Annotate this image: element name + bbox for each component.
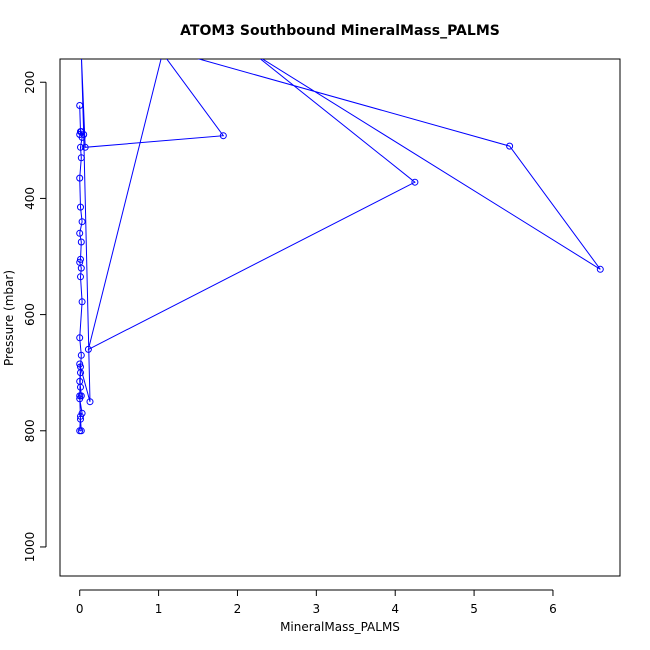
data-point — [77, 383, 84, 391]
data-point — [76, 174, 84, 182]
x-tick-label: 3 — [313, 602, 321, 616]
y-tick-label: 400 — [23, 187, 37, 210]
data-point — [77, 238, 85, 246]
x-tick-label: 4 — [391, 602, 399, 616]
y-axis: 200 400 600 800 1000 — [23, 71, 47, 563]
data-point — [77, 412, 84, 420]
x-axis: 0 1 2 3 4 5 6 — [76, 589, 557, 616]
series-line — [79, 59, 601, 432]
x-tick-label: 5 — [470, 602, 478, 616]
data-point — [78, 298, 86, 306]
data-point — [76, 395, 84, 403]
data-point — [86, 398, 94, 406]
y-tick-label: 200 — [23, 71, 37, 94]
y-tick-label: 1000 — [23, 532, 37, 563]
data-point — [596, 265, 604, 273]
x-tick-label: 0 — [76, 602, 84, 616]
data-point — [411, 178, 419, 186]
data-point — [76, 102, 84, 109]
plot-frame — [59, 58, 621, 577]
x-tick-label: 6 — [549, 602, 557, 616]
data-point — [77, 264, 85, 272]
x-tick-label: 2 — [234, 602, 242, 616]
y-axis-label: Pressure (mbar) — [2, 270, 16, 366]
x-axis-label: MineralMass_PALMS — [280, 620, 400, 634]
data-point — [77, 415, 84, 423]
y-tick-label: 800 — [23, 419, 37, 442]
data-point — [78, 218, 86, 226]
data-point — [77, 273, 84, 281]
y-tick-label: 600 — [23, 303, 37, 326]
data-point — [77, 369, 84, 377]
chart-title: ATOM3 Southbound MineralMass_PALMS — [180, 23, 500, 39]
data-point — [76, 360, 84, 368]
data-point — [506, 142, 514, 150]
data-point — [219, 132, 227, 140]
plot-area — [76, 59, 604, 435]
data-point — [76, 334, 84, 342]
data-point — [80, 131, 88, 138]
x-tick-label: 1 — [155, 602, 163, 616]
data-point — [84, 345, 92, 353]
data-point — [77, 143, 84, 151]
data-point — [77, 203, 84, 211]
data-point — [77, 427, 85, 435]
data-point — [76, 229, 84, 237]
data-point — [81, 143, 89, 151]
data-point — [77, 351, 85, 359]
data-point — [77, 255, 84, 263]
data-point — [76, 392, 84, 400]
data-point — [77, 154, 85, 162]
